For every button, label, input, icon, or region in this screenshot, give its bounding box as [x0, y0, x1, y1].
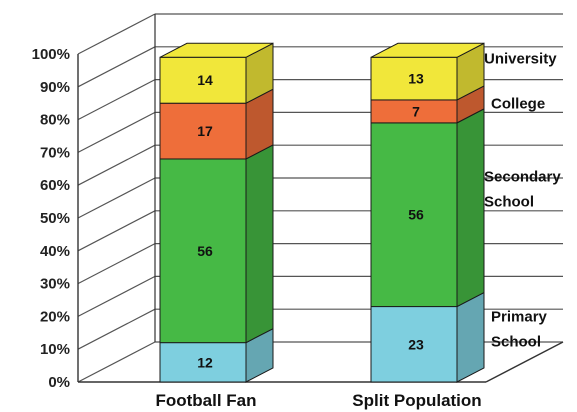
y-tick-label: 100% — [32, 46, 70, 63]
y-tick-label: 70% — [40, 144, 70, 161]
legend-label: Primary — [491, 308, 548, 325]
y-tick-label: 40% — [40, 243, 70, 260]
y-tick-label: 20% — [40, 308, 70, 325]
y-tick-label: 0% — [48, 374, 70, 391]
y-tick-label: 30% — [40, 276, 70, 293]
grid-side-line — [78, 112, 155, 152]
data-label: 13 — [408, 71, 424, 87]
legend-label: School — [484, 194, 534, 211]
data-label: 12 — [197, 354, 213, 370]
y-tick-label: 60% — [40, 177, 70, 194]
grid-side-line — [78, 309, 155, 349]
data-label: 7 — [412, 103, 420, 119]
bar-segment-side — [457, 293, 484, 382]
grid-side-line — [78, 342, 155, 382]
data-label: 56 — [197, 243, 213, 259]
bar-segment-side — [246, 145, 273, 343]
grid-side-line — [78, 276, 155, 316]
data-label: 14 — [197, 72, 213, 88]
legend-label: School — [491, 333, 541, 350]
grid-side-line — [78, 211, 155, 251]
y-tick-label: 50% — [40, 210, 70, 227]
legend-label: University — [484, 51, 557, 68]
data-label: 23 — [408, 336, 424, 352]
y-tick-label: 10% — [40, 341, 70, 358]
category-label: Football Fan — [155, 391, 256, 410]
y-axis: 0% 10% 20% 30% 40% 50% 60% 70% 80% 90% 100% — [32, 46, 70, 391]
grid-side-line — [78, 14, 155, 54]
grid-side-line — [78, 178, 155, 218]
data-label: 17 — [197, 123, 213, 139]
grid-side-line — [78, 47, 155, 87]
legend: University College Secondary School Primary S… — [484, 51, 561, 351]
bar-segment-side — [457, 109, 484, 307]
y-tick-label: 90% — [40, 79, 70, 96]
grid-side-line — [78, 145, 155, 185]
bars — [160, 43, 484, 382]
category-label: Split Population — [352, 391, 481, 410]
legend-label: Secondary — [484, 169, 561, 186]
grid-side-line — [78, 244, 155, 284]
x-axis: Football Fan Split Population — [155, 391, 481, 410]
data-label: 56 — [408, 207, 424, 223]
legend-label: College — [491, 95, 545, 112]
y-tick-label: 80% — [40, 112, 70, 129]
grid-side-line — [78, 80, 155, 120]
